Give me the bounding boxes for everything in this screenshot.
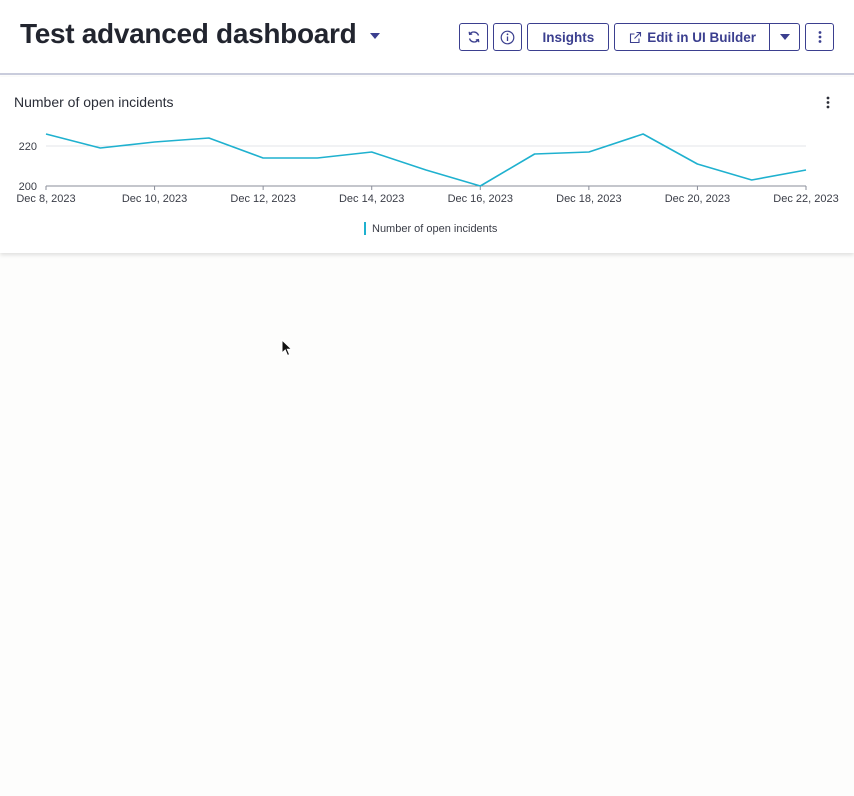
insights-button[interactable]: Insights [527,23,610,51]
chevron-down-icon [779,34,790,40]
chart-legend[interactable]: Number of open incidents [364,222,497,235]
refresh-icon [468,31,480,43]
chevron-down-icon[interactable] [370,33,381,39]
y-tick-label: 200 [19,181,37,193]
refresh-button[interactable] [459,23,489,51]
more-vertical-icon [818,31,821,43]
line-chart: 200 220 Dec 8, 2023 Dec 10, 2023 Dec 12, 202… [16,133,839,205]
x-tick-label: Dec 10, 2023 [122,193,187,205]
widget-card: Number of open incidents 200 220 Dec 8, 20… [0,77,854,253]
widget-title: Number of open incidents [14,94,174,110]
toolbar: Insights Edit in UI Builder [459,23,834,51]
dashboard-title-selector[interactable]: Test advanced dashboard [20,18,381,50]
dashboard-header: Test advanced dashboard Insights [0,0,854,75]
info-icon [501,30,515,44]
edit-button-label: Edit in UI Builder [647,29,756,45]
edit-split-button: Edit in UI Builder [614,23,800,51]
y-tick-label: 220 [19,141,37,153]
x-tick-label: Dec 16, 2023 [448,193,513,205]
legend-label: Number of open incidents [372,222,498,235]
page-title: Test advanced dashboard [20,18,357,49]
x-tick-label: Dec 8, 2023 [16,193,75,205]
series-line-number-of-open-incidents [45,133,807,187]
edit-in-ui-builder-button[interactable]: Edit in UI Builder [614,23,770,51]
x-tick-label: Dec 18, 2023 [556,193,621,205]
more-vertical-icon [826,96,830,108]
x-tick-label: Dec 22, 2023 [773,193,838,205]
x-tick-label: Dec 12, 2023 [230,193,295,205]
more-options-button[interactable] [805,23,834,51]
external-link-icon [630,31,642,43]
widget-menu-button[interactable] [820,93,836,111]
edit-options-dropdown-button[interactable] [770,23,800,51]
mouse-cursor-icon [281,339,293,357]
info-button[interactable] [493,23,523,51]
x-tick-label: Dec 20, 2023 [665,193,730,205]
x-tick-label: Dec 14, 2023 [339,193,404,205]
legend-swatch [364,222,366,235]
